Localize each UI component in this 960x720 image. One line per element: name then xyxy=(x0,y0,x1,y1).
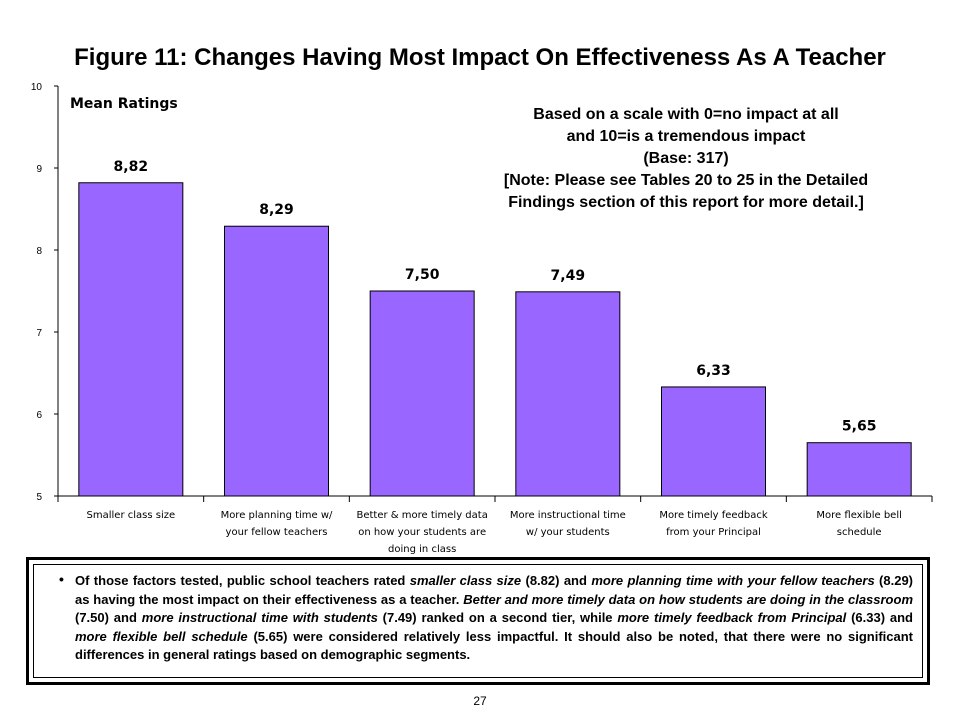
note-line: Findings section of this report for more… xyxy=(508,194,864,211)
y-tick-label: 7 xyxy=(36,328,42,339)
summary-emphasis: more planning time with your fellow teac… xyxy=(591,573,875,588)
x-tick-label: w/ your students xyxy=(526,527,610,538)
chart-note: Based on a scale with 0=no impact at all… xyxy=(466,104,906,214)
data-label: 7,49 xyxy=(551,268,586,284)
summary-segment: (5.65) were considered relatively less i… xyxy=(75,628,913,663)
bar xyxy=(515,291,621,497)
x-tick-label: More instructional time xyxy=(510,510,626,521)
y-tick-label: 6 xyxy=(36,410,42,421)
y-tick-label: 9 xyxy=(36,164,42,175)
y-tick-label: 10 xyxy=(31,82,43,93)
data-label: 6,33 xyxy=(696,363,731,379)
summary-box: • Of those factors tested, public school… xyxy=(26,557,930,685)
data-label: 8,82 xyxy=(114,159,149,175)
summary-segment: (7.49) ranked on a second tier, while xyxy=(377,610,618,625)
data-label: 5,65 xyxy=(842,419,877,435)
summary-text: Of those factors tested, public school t… xyxy=(75,572,913,665)
x-tick-label: from your Principal xyxy=(666,527,761,538)
x-tick-label: on how your students are xyxy=(358,527,486,538)
y-tick-label: 5 xyxy=(36,492,42,503)
bar xyxy=(224,225,329,497)
summary-emphasis: more flexible bell schedule xyxy=(75,628,248,644)
summary-emphasis: smaller class size xyxy=(409,573,522,588)
x-tick-label: schedule xyxy=(837,527,882,538)
bullet-point: • xyxy=(59,571,64,587)
summary-inner-border xyxy=(33,564,923,678)
page-number: 27 xyxy=(473,694,487,708)
data-label: 8,29 xyxy=(259,202,294,218)
summary-emphasis: Better and more timely data on how stude… xyxy=(463,591,914,607)
x-tick-label: More flexible bell xyxy=(816,510,901,521)
y-tick-label: 8 xyxy=(36,246,42,257)
figure-title: Figure 11: Changes Having Most Impact On… xyxy=(74,44,886,71)
x-tick-label: Smaller class size xyxy=(87,510,176,521)
x-tick-label: Better & more timely data xyxy=(356,510,487,521)
bar-chart: 5 6 7 8 9 10 Mean Ratings 8,82 Smaller class siz… xyxy=(31,82,933,555)
x-tick-label: More timely feedback xyxy=(659,510,768,521)
summary-segment: Of those factors tested, public school t… xyxy=(75,573,410,588)
x-tick-label: your fellow teachers xyxy=(226,527,328,538)
summary-segment: (8.82) and xyxy=(521,573,592,588)
note-line: Based on a scale with 0=no impact at all xyxy=(533,106,839,123)
summary-segment: (6.33) and xyxy=(846,610,914,625)
note-line: and 10=is a tremendous impact xyxy=(566,128,806,145)
summary-segment: (8.29) as having the most impact on thei… xyxy=(75,573,914,607)
summary-emphasis: more instructional time with students xyxy=(141,610,378,625)
data-label: 7,50 xyxy=(405,267,440,283)
note-line: [Note: Please see Tables 20 to 25 in the… xyxy=(503,172,869,189)
note-line: (Base: 317) xyxy=(643,150,729,167)
bar xyxy=(661,386,766,497)
bar xyxy=(78,182,184,497)
y-axis-label: Mean Ratings xyxy=(70,96,178,112)
summary-segment: (7.50) and xyxy=(75,610,142,625)
bar xyxy=(806,442,912,497)
x-tick-label: More planning time w/ xyxy=(221,510,333,521)
summary-emphasis: more timely feedback from Principal xyxy=(617,610,847,625)
x-tick-label: doing in class xyxy=(388,544,456,555)
bar xyxy=(369,290,475,497)
